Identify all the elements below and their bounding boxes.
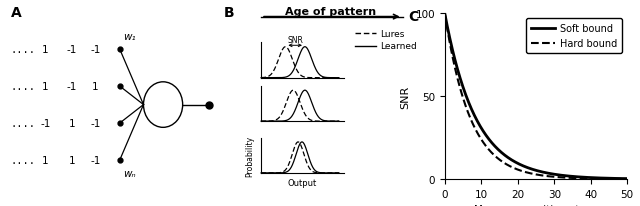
Hard bound bbox=[550, 176, 557, 178]
Soft bound bbox=[441, 13, 449, 16]
Text: B: B bbox=[224, 6, 235, 20]
Soft bound bbox=[527, 168, 535, 170]
Text: Learned: Learned bbox=[380, 42, 417, 51]
Text: Lures: Lures bbox=[380, 29, 404, 39]
Text: ....: .... bbox=[11, 44, 36, 54]
Text: A: A bbox=[11, 6, 22, 20]
Soft bound bbox=[623, 178, 631, 180]
Text: ....: .... bbox=[11, 82, 36, 91]
Hard bound bbox=[619, 178, 627, 180]
Text: 1: 1 bbox=[42, 156, 49, 166]
Hard bound bbox=[441, 13, 449, 16]
Text: 1: 1 bbox=[92, 82, 99, 91]
Soft bound bbox=[540, 171, 547, 174]
Text: C: C bbox=[408, 9, 419, 23]
Text: -1: -1 bbox=[90, 156, 101, 166]
Line: Hard bound: Hard bound bbox=[445, 14, 627, 179]
Line: Soft bound: Soft bound bbox=[445, 14, 627, 179]
Text: -1: -1 bbox=[67, 44, 77, 54]
Text: w₁: w₁ bbox=[123, 32, 136, 42]
X-axis label: Memory age (timesteps: Memory age (timesteps bbox=[474, 204, 598, 206]
Text: ....: .... bbox=[11, 119, 36, 129]
Text: -1: -1 bbox=[40, 119, 51, 129]
Text: -1: -1 bbox=[90, 119, 101, 129]
Text: ....: .... bbox=[11, 156, 36, 166]
Text: Output: Output bbox=[288, 178, 317, 187]
Text: SNR: SNR bbox=[287, 36, 303, 45]
Text: 1: 1 bbox=[42, 44, 49, 54]
Soft bound bbox=[619, 177, 627, 180]
Text: Probability: Probability bbox=[246, 135, 255, 176]
Hard bound bbox=[591, 178, 598, 180]
Y-axis label: SNR: SNR bbox=[400, 85, 410, 108]
Hard bound bbox=[623, 178, 631, 180]
Text: 1: 1 bbox=[68, 119, 75, 129]
Text: wₙ: wₙ bbox=[123, 168, 136, 178]
Soft bound bbox=[529, 168, 536, 171]
Text: Age of pattern: Age of pattern bbox=[285, 7, 376, 17]
Soft bound bbox=[591, 177, 598, 179]
Text: -1: -1 bbox=[90, 44, 101, 54]
Soft bound bbox=[550, 173, 557, 176]
Hard bound bbox=[529, 173, 536, 175]
Text: 1: 1 bbox=[68, 156, 75, 166]
Hard bound bbox=[540, 174, 547, 177]
Hard bound bbox=[527, 172, 535, 175]
Text: 1: 1 bbox=[42, 82, 49, 91]
Legend: Soft bound, Hard bound: Soft bound, Hard bound bbox=[526, 19, 622, 54]
Text: -1: -1 bbox=[67, 82, 77, 91]
